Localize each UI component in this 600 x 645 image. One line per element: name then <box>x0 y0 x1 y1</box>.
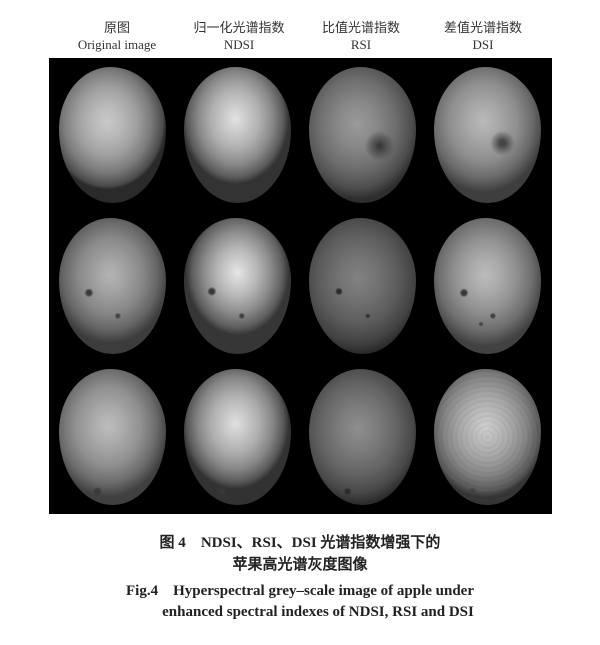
grid-cell <box>52 363 174 511</box>
apple-image <box>309 369 416 505</box>
header-cn: 原图 <box>56 20 178 37</box>
caption-en-text2: enhanced spectral indexes of NDSI, RSI a… <box>126 602 474 623</box>
apple-image <box>434 369 541 505</box>
header-rsi: 比值光谱指数 RSI <box>300 20 422 54</box>
header-en: NDSI <box>178 37 300 54</box>
figure-caption: 图 4 NDSI、RSI、DSI 光谱指数增强下的 苹果高光谱灰度图像 Fig.… <box>30 532 570 623</box>
caption-cn-line1: 图 4 NDSI、RSI、DSI 光谱指数增强下的 <box>30 532 570 555</box>
apple-image <box>309 218 416 354</box>
caption-cn-text1: NDSI、RSI、DSI 光谱指数增强下的 <box>201 535 441 551</box>
grid-cell <box>177 363 299 511</box>
apple-image <box>434 218 541 354</box>
header-en: DSI <box>422 37 544 54</box>
image-grid <box>49 58 552 514</box>
caption-en-text1: Hyperspectral grey–scale image of apple … <box>173 583 474 599</box>
fig-label-en: Fig.4 <box>126 583 158 599</box>
grid-cell <box>52 212 174 360</box>
apple-image <box>184 67 291 203</box>
grid-cell <box>52 61 174 209</box>
apple-image <box>184 218 291 354</box>
caption-en-line2-wrap: enhanced spectral indexes of NDSI, RSI a… <box>30 602 570 623</box>
apple-image <box>59 67 166 203</box>
grid-cell <box>302 61 424 209</box>
column-headers: 原图 Original image 归一化光谱指数 NDSI 比值光谱指数 RS… <box>30 20 570 54</box>
fig-label-cn: 图 4 <box>160 535 186 551</box>
apple-image <box>59 369 166 505</box>
header-cn: 归一化光谱指数 <box>178 20 300 37</box>
header-original: 原图 Original image <box>56 20 178 54</box>
caption-en-line1: Fig.4 Hyperspectral grey–scale image of … <box>30 581 570 602</box>
caption-cn-line2: 苹果高光谱灰度图像 <box>30 554 570 577</box>
grid-cell <box>427 61 549 209</box>
header-cn: 比值光谱指数 <box>300 20 422 37</box>
apple-image <box>59 218 166 354</box>
header-en: Original image <box>56 37 178 54</box>
header-cn: 差值光谱指数 <box>422 20 544 37</box>
grid-cell <box>177 212 299 360</box>
apple-image <box>184 369 291 505</box>
grid-cell <box>427 212 549 360</box>
grid-cell <box>177 61 299 209</box>
apple-image <box>309 67 416 203</box>
grid-cell <box>302 363 424 511</box>
apple-image <box>434 67 541 203</box>
header-ndsi: 归一化光谱指数 NDSI <box>178 20 300 54</box>
grid-cell <box>427 363 549 511</box>
grid-cell <box>302 212 424 360</box>
header-dsi: 差值光谱指数 DSI <box>422 20 544 54</box>
header-en: RSI <box>300 37 422 54</box>
